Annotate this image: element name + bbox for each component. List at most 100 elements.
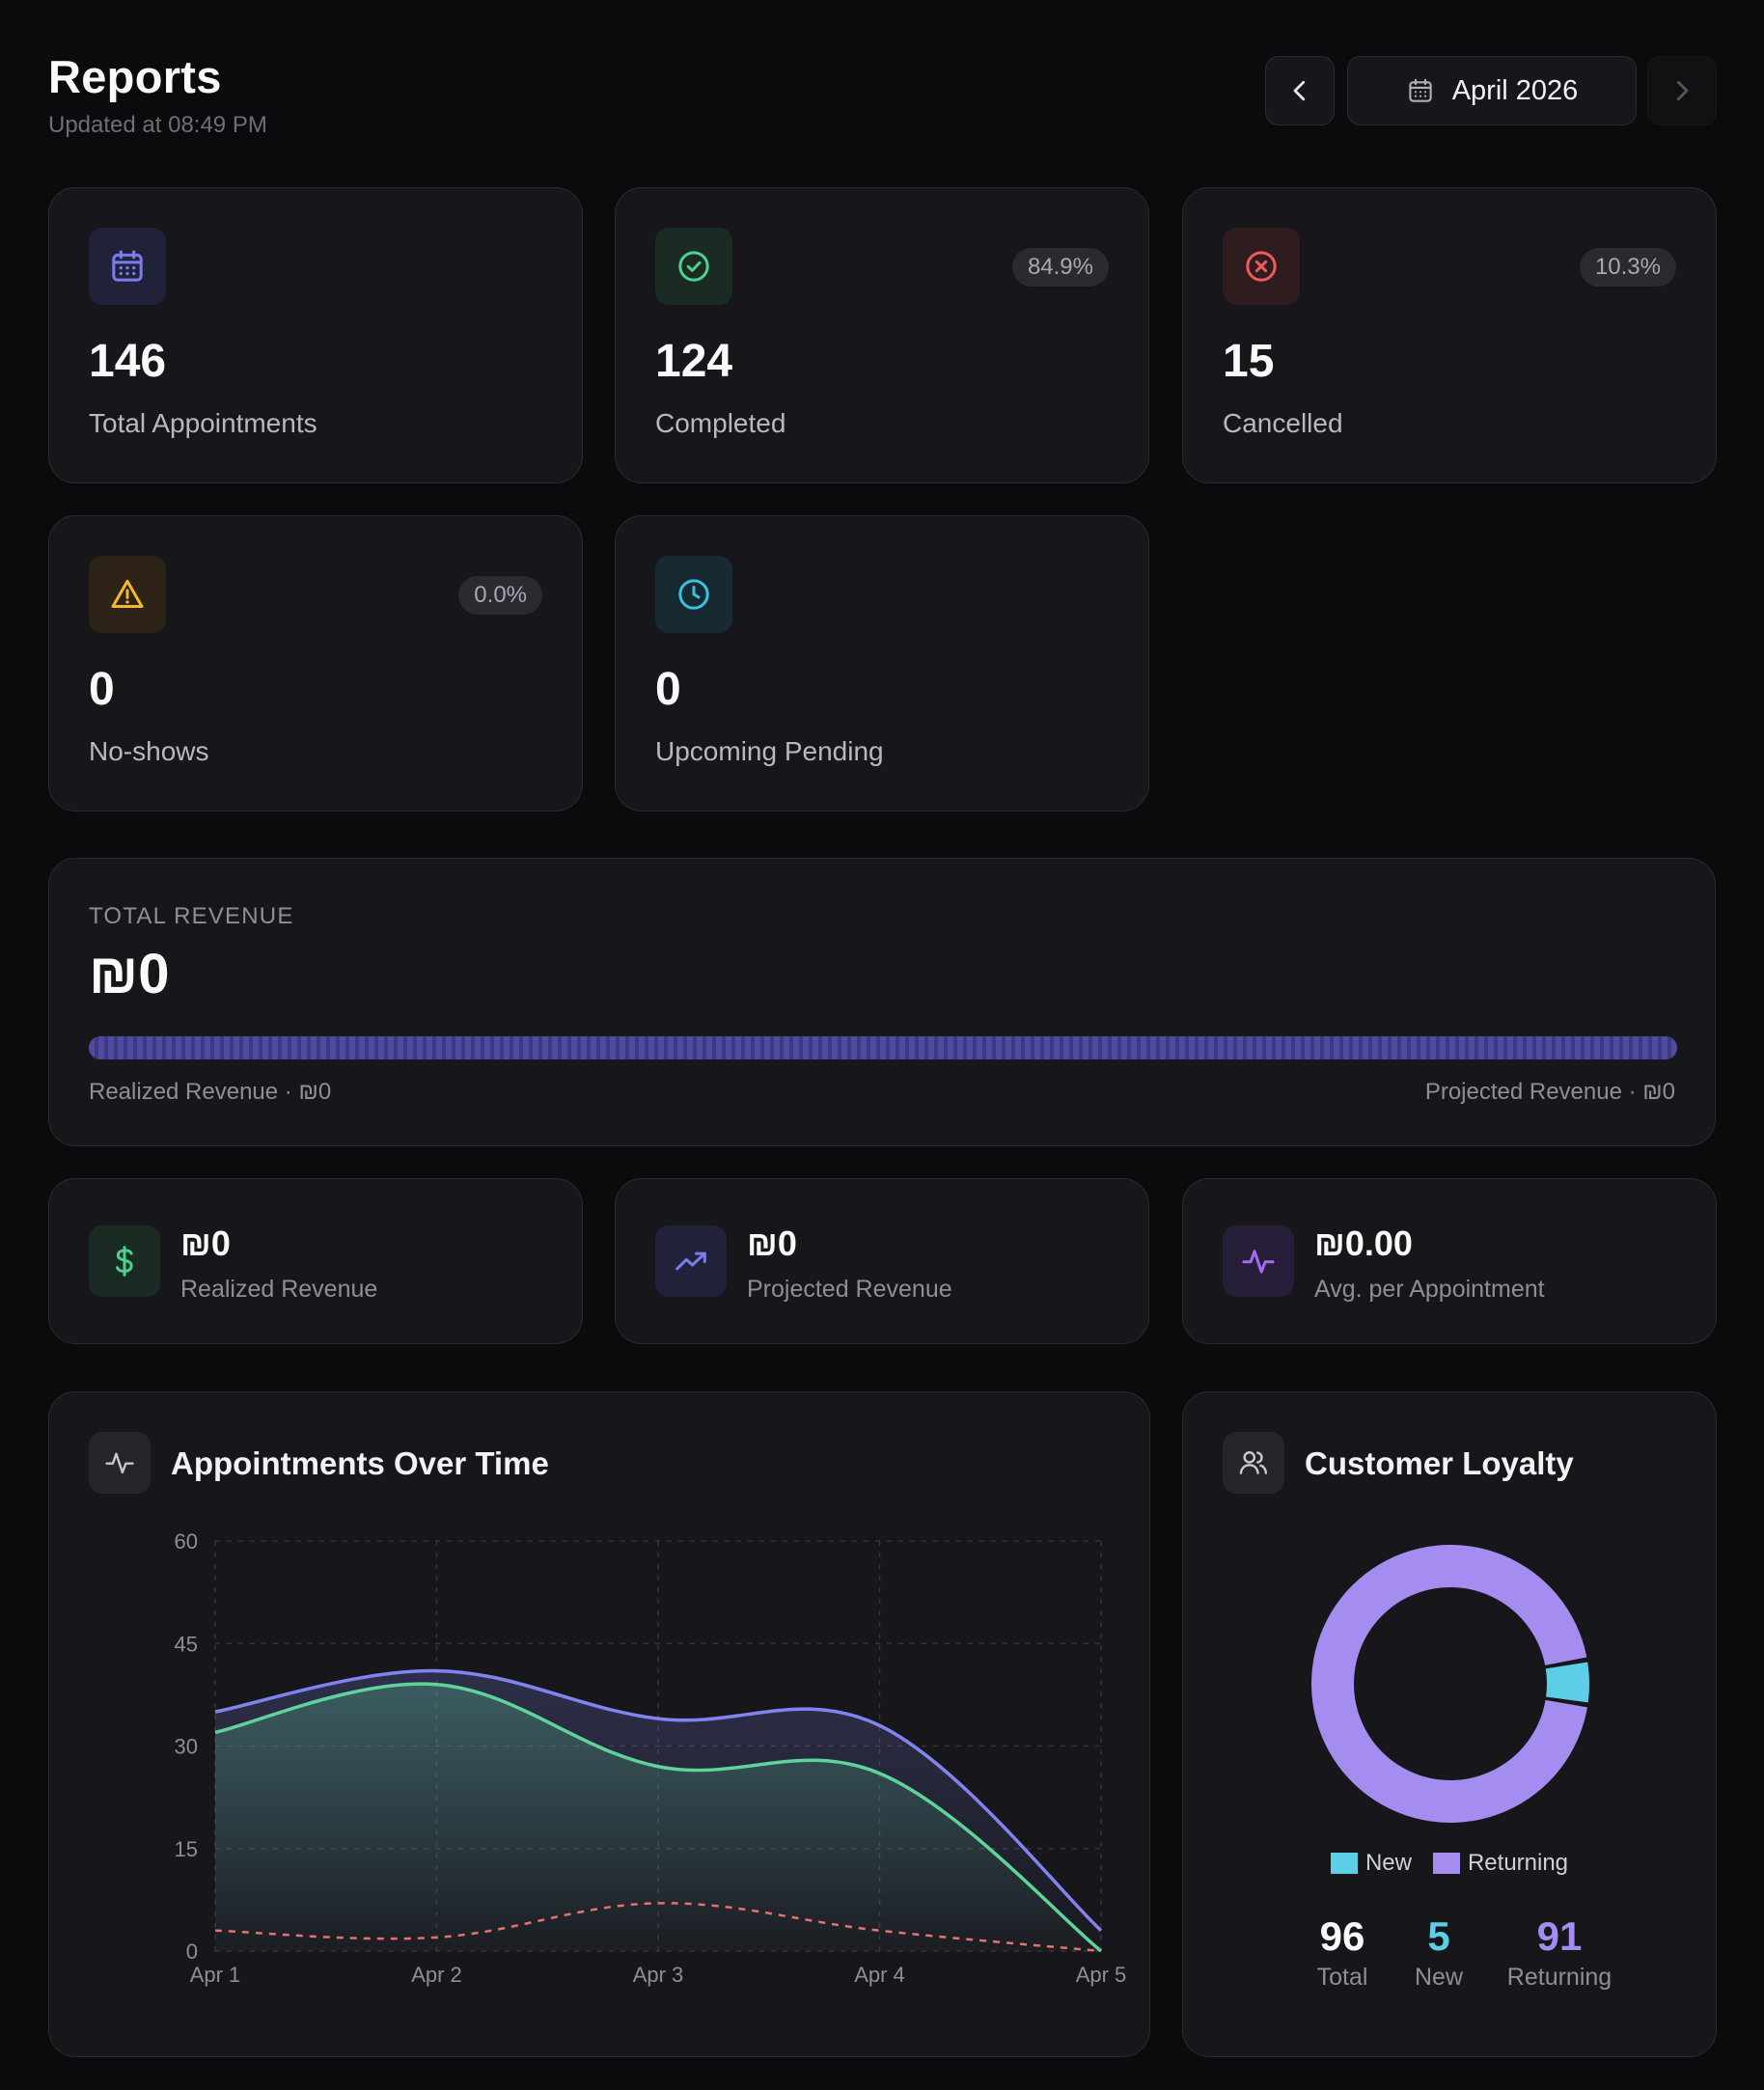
projected-revenue-caption: Projected Revenue · ₪0	[1424, 1079, 1675, 1105]
mini-value: ₪0.00	[1314, 1224, 1413, 1263]
loyalty-title: Customer Loyalty	[1305, 1445, 1574, 1481]
loyalty-total-label: Total	[1316, 1964, 1368, 1991]
appointments-area-chart: 0 15 30 45 60 Apr 1 Apr 2 Apr 3 Apr 4 Apr 5	[175, 1529, 1127, 1987]
next-month-button[interactable]	[1647, 56, 1717, 125]
legend-swatch-returning	[1432, 1853, 1460, 1874]
series-area-1	[215, 1684, 1101, 1951]
loyalty-donut-chart	[1311, 1545, 1589, 1823]
mini-value: ₪0	[747, 1224, 797, 1263]
realized-revenue-card: ₪0 Realized Revenue	[48, 1178, 583, 1344]
y-tick-label: 15	[175, 1837, 198, 1861]
stat-icon-box	[89, 556, 166, 633]
stat-label: Completed	[655, 408, 786, 438]
loyalty-new-value: 5	[1427, 1913, 1450, 1959]
customer-loyalty-card: Customer Loyalty New Returning 96 Total …	[1182, 1391, 1717, 2057]
stat-value: 0	[89, 664, 115, 715]
revenue-title: TOTAL REVENUE	[89, 903, 294, 929]
panel-icon-box	[1223, 1432, 1284, 1494]
projected-revenue-card: ₪0 Projected Revenue	[615, 1178, 1149, 1344]
previous-month-button[interactable]	[1265, 56, 1335, 125]
clock-icon	[678, 579, 709, 610]
appointments-over-time-card: Appointments Over Time 0 15 30 45 60 Apr 1 Apr…	[48, 1391, 1150, 2057]
loyalty-stat-returning: 91 Returning	[1482, 1913, 1637, 1992]
updated-timestamp: Updated at 08:49 PM	[48, 112, 267, 138]
panel-icon-box	[89, 1432, 151, 1494]
mini-icon-box	[89, 1225, 160, 1297]
completion-rate-badge: 84.9%	[1011, 248, 1109, 287]
revenue-progress-bar	[89, 1036, 1677, 1059]
cancellation-rate-badge: 10.3%	[1579, 248, 1676, 287]
stat-label: No-shows	[89, 736, 209, 766]
stat-card-completed: 84.9% 124 Completed	[615, 187, 1149, 483]
month-label: April 2026	[1451, 74, 1579, 106]
loyalty-legend: New Returning	[1183, 1850, 1716, 1877]
chevron-right-icon	[1676, 80, 1689, 101]
stat-icon-box	[655, 228, 732, 305]
loyalty-stat-new: 5 New	[1391, 1913, 1487, 1992]
y-tick-label: 45	[175, 1632, 198, 1656]
stat-card-no-shows: 0.0% 0 No-shows	[48, 515, 583, 811]
donut-slice-new	[1545, 1662, 1589, 1703]
revenue-value: ₪0	[89, 943, 170, 1005]
stat-value: 15	[1223, 336, 1275, 387]
stat-icon-box	[1223, 228, 1300, 305]
legend-item-new[interactable]: New	[1330, 1850, 1412, 1877]
x-circle-icon	[1246, 251, 1277, 282]
stat-icon-box	[655, 556, 732, 633]
page-title: Reports	[48, 51, 222, 102]
series-line-0	[214, 1668, 1103, 1933]
legend-label-new: New	[1364, 1850, 1412, 1876]
stat-label: Total Appointments	[89, 408, 317, 438]
no-show-rate-badge: 0.0%	[458, 576, 542, 615]
stat-card-upcoming-pending: 0 Upcoming Pending	[615, 515, 1149, 811]
chevron-left-icon	[1293, 80, 1306, 101]
users-icon	[1239, 1451, 1268, 1474]
stat-label: Upcoming Pending	[655, 736, 884, 766]
reports-header: Reports Updated at 08:49 PM April 2026	[48, 48, 1717, 145]
stat-value: 124	[655, 336, 733, 387]
x-tick-label: Apr 4	[854, 1963, 905, 1987]
stat-value: 0	[655, 664, 681, 715]
total-revenue-card: TOTAL REVENUE ₪0 Realized Revenue · ₪0 P…	[48, 858, 1716, 1146]
loyalty-stat-total: 96 Total	[1284, 1913, 1400, 1992]
activity-icon	[105, 1452, 134, 1474]
y-tick-label: 0	[186, 1939, 198, 1964]
x-tick-label: Apr 3	[633, 1963, 684, 1987]
legend-swatch-new	[1330, 1853, 1358, 1874]
avg-per-appointment-card: ₪0.00 Avg. per Appointment	[1182, 1178, 1717, 1344]
realized-revenue-caption: Realized Revenue · ₪0	[89, 1079, 332, 1105]
chart-title: Appointments Over Time	[171, 1445, 549, 1481]
check-circle-icon	[678, 251, 709, 282]
y-tick-label: 60	[175, 1529, 198, 1554]
y-tick-label: 30	[175, 1735, 198, 1759]
stat-value: 146	[89, 336, 167, 387]
warning-triangle-icon	[111, 579, 144, 608]
stat-card-total-appointments: 146 Total Appointments	[48, 187, 583, 483]
loyalty-returning-value: 91	[1536, 1913, 1583, 1959]
x-tick-label: Apr 2	[411, 1963, 462, 1987]
series-line-1	[214, 1682, 1103, 1953]
mini-label: Projected Revenue	[747, 1276, 952, 1303]
trending-up-icon	[675, 1251, 706, 1271]
x-tick-label: Apr 5	[1076, 1963, 1127, 1987]
loyalty-returning-label: Returning	[1506, 1964, 1612, 1991]
mini-icon-box	[655, 1225, 727, 1297]
activity-icon	[1242, 1250, 1275, 1274]
legend-label-returning: Returning	[1467, 1850, 1569, 1876]
legend-item-returning[interactable]: Returning	[1432, 1850, 1569, 1877]
x-tick-label: Apr 1	[190, 1963, 241, 1987]
mini-icon-box	[1223, 1225, 1294, 1297]
stat-card-cancelled: 10.3% 15 Cancelled	[1182, 187, 1717, 483]
mini-value: ₪0	[180, 1224, 231, 1263]
month-picker-button[interactable]: April 2026	[1347, 56, 1637, 125]
loyalty-total-value: 96	[1319, 1913, 1365, 1959]
stat-label: Cancelled	[1223, 408, 1343, 438]
calendar-icon	[112, 250, 143, 282]
loyalty-new-label: New	[1414, 1964, 1463, 1991]
mini-label: Realized Revenue	[180, 1276, 378, 1303]
donut-slice-returning	[1311, 1545, 1587, 1823]
series-line-2	[214, 1902, 1102, 1953]
mini-label: Avg. per Appointment	[1314, 1276, 1545, 1303]
stat-icon-box	[89, 228, 166, 305]
calendar-icon	[1409, 78, 1432, 102]
